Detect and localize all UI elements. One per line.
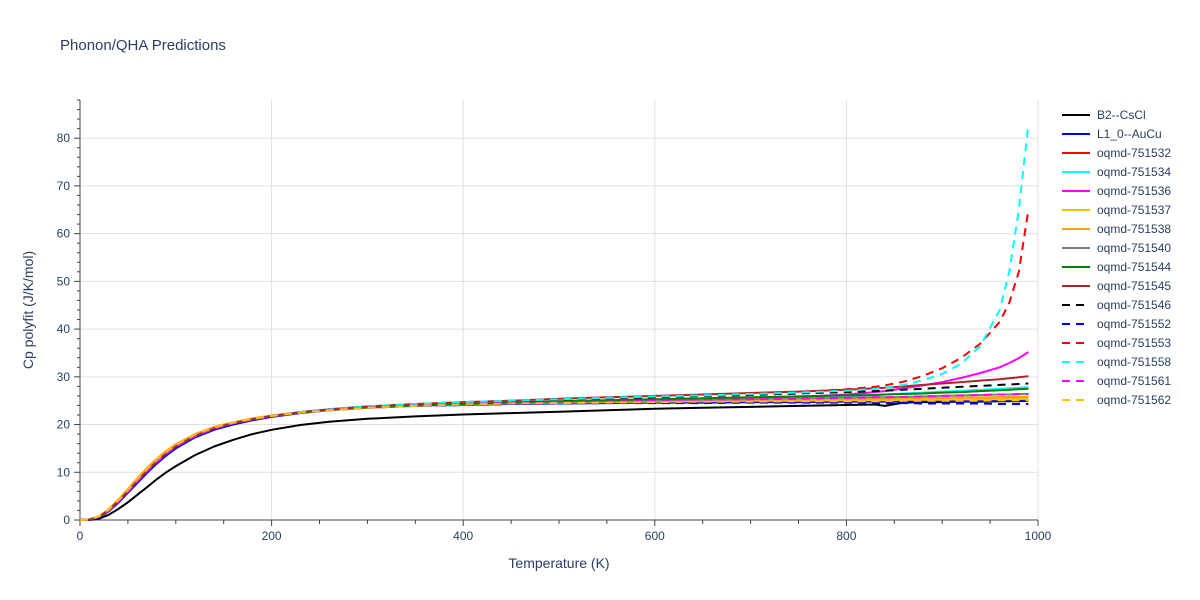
series-line-oqmd-751532 [79, 395, 1029, 521]
y-tick-label: 30 [57, 370, 71, 384]
legend-label: oqmd-751544 [1097, 260, 1171, 274]
legend-item[interactable]: oqmd-751558 [1062, 355, 1171, 369]
legend-label: oqmd-751558 [1097, 355, 1171, 369]
series-line-oqmd-751561 [79, 393, 1029, 521]
legend-item[interactable]: oqmd-751546 [1062, 298, 1171, 312]
series-line-oqmd-751537 [79, 397, 1029, 521]
legend-item[interactable]: oqmd-751536 [1062, 184, 1171, 198]
y-axis-title: Cp polyfit (J/K/mol) [20, 251, 36, 369]
y-tick-label: 60 [57, 227, 71, 241]
legend-label: oqmd-751537 [1097, 203, 1171, 217]
legend-item[interactable]: oqmd-751545 [1062, 279, 1171, 293]
legend-item[interactable]: oqmd-751544 [1062, 260, 1171, 274]
series-line-oqmd-751552 [79, 401, 1029, 521]
series-line-L1_0--AuCu [79, 399, 1029, 521]
legend-item[interactable]: oqmd-751540 [1062, 241, 1171, 255]
legend-label: oqmd-751561 [1097, 374, 1171, 388]
y-tick-label: 0 [63, 513, 70, 527]
x-tick-label: 1000 [1025, 529, 1052, 543]
series-line-oqmd-751540 [79, 393, 1029, 521]
legend-item[interactable]: oqmd-751553 [1062, 336, 1171, 350]
legend-label: L1_0--AuCu [1097, 127, 1162, 141]
legend-label: oqmd-751534 [1097, 165, 1171, 179]
legend-label: oqmd-751553 [1097, 336, 1171, 350]
legend-label: oqmd-751538 [1097, 222, 1171, 236]
axes: 0 200 400 600 800 1000 0 10 20 30 40 50 60 70 80 [57, 99, 1052, 543]
legend-item[interactable]: oqmd-751534 [1062, 165, 1171, 179]
y-tick-label: 10 [57, 465, 71, 479]
plot-area [79, 123, 1030, 521]
chart-title: Phonon/QHA Predictions [60, 37, 226, 54]
y-tick-label: 70 [57, 179, 71, 193]
x-tick-label: 0 [77, 529, 84, 543]
legend-label: oqmd-751532 [1097, 146, 1171, 160]
series-line-oqmd-751558 [79, 123, 1030, 521]
series-line-oqmd-751538 [79, 395, 1029, 521]
x-axis-title: Temperature (K) [508, 555, 609, 571]
series-line-oqmd-751553 [79, 209, 1030, 521]
x-tick-label: 200 [262, 529, 282, 543]
y-tick-label: 50 [57, 274, 71, 288]
legend-item[interactable]: oqmd-751537 [1062, 203, 1171, 217]
legend-item[interactable]: L1_0--AuCu [1062, 127, 1162, 141]
legend-label: oqmd-751536 [1097, 184, 1171, 198]
legend-item[interactable]: B2--CsCl [1062, 108, 1146, 122]
series-line-oqmd-751562 [79, 399, 1029, 521]
legend-label: oqmd-751546 [1097, 298, 1171, 312]
x-tick-label: 600 [645, 529, 665, 543]
y-tick-label: 20 [57, 418, 71, 432]
legend-label: oqmd-751545 [1097, 279, 1171, 293]
legend-label: oqmd-751540 [1097, 241, 1171, 255]
legend-label: oqmd-751562 [1097, 393, 1171, 407]
legend-item[interactable]: oqmd-751552 [1062, 317, 1171, 331]
legend-item[interactable]: oqmd-751538 [1062, 222, 1171, 236]
grid-lines [80, 100, 1039, 520]
legend[interactable]: B2--CsCl L1_0--AuCu oqmd-751532 oqmd-751534… [1062, 108, 1171, 407]
x-tick-label: 400 [453, 529, 473, 543]
series-line-oqmd-751544 [79, 387, 1029, 521]
series-line-oqmd-751534 [79, 386, 1029, 521]
x-tick-label: 800 [836, 529, 856, 543]
y-tick-label: 80 [57, 131, 71, 145]
legend-item[interactable]: oqmd-751561 [1062, 374, 1171, 388]
y-tick-label: 40 [57, 322, 71, 336]
legend-label: oqmd-751552 [1097, 317, 1171, 331]
legend-item[interactable]: oqmd-751562 [1062, 393, 1171, 407]
series-line-B2--CsCl [80, 399, 1029, 521]
legend-label: B2--CsCl [1097, 108, 1146, 122]
legend-item[interactable]: oqmd-751532 [1062, 146, 1171, 160]
